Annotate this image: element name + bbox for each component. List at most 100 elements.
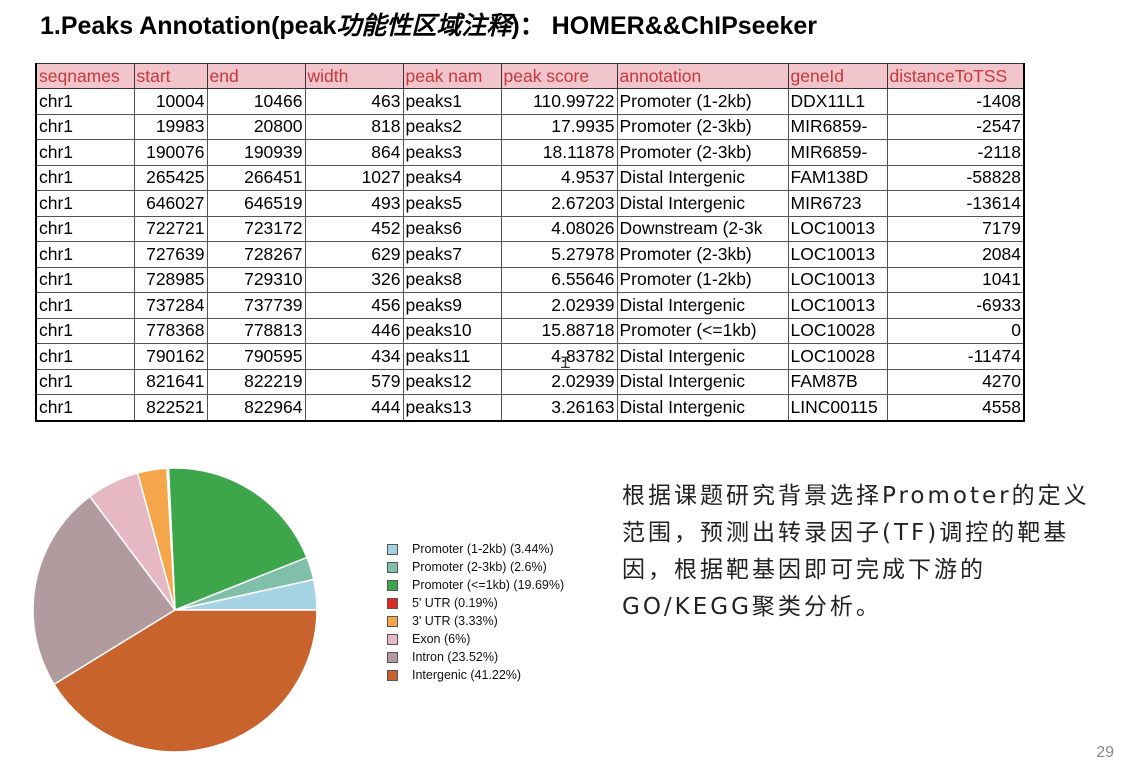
legend-label: Exon (6%) — [412, 632, 471, 646]
table-row: chr1 722721 723172 452 peaks6 4.08026 Downstre… — [35, 215, 1025, 242]
table-cell: 1041 — [886, 266, 1025, 293]
column-header: distanceToTSS — [886, 63, 1025, 89]
table-row: chr1 737284 737739 456 peaks9 2.02939 Distal I… — [35, 292, 1025, 319]
table-cell: 4.08026 — [500, 215, 618, 242]
page-number: 29 — [1096, 744, 1114, 761]
table-cell: 822964 — [206, 394, 306, 422]
table-cell: 19983 — [133, 113, 208, 140]
table-cell: peaks9 — [402, 292, 502, 319]
table-cell: MIR6859- — [787, 139, 888, 166]
column-header: start — [133, 63, 208, 89]
table-cell: 790595 — [206, 343, 306, 370]
table-cell: 4.9537 — [500, 164, 618, 191]
table-cell: chr1 — [35, 292, 135, 319]
legend-label: 5' UTR (0.19%) — [412, 596, 498, 610]
table-cell: 493 — [304, 190, 404, 217]
title-cn: 功能性区域注释 — [336, 11, 512, 40]
table-cell: LOC10028 — [787, 343, 888, 370]
legend-swatch — [387, 615, 398, 627]
table-cell: 818 — [304, 113, 404, 140]
table-cell: 737284 — [133, 292, 208, 319]
table-cell: 463 — [304, 88, 404, 115]
table-cell: chr1 — [35, 215, 135, 242]
table-cell: Distal Intergenic — [616, 190, 789, 217]
table-row: chr1 821641 822219 579 peaks12 2.02939 Distal … — [35, 368, 1025, 395]
text-cursor-icon: Ɪ — [561, 353, 570, 372]
table-cell: LOC10028 — [787, 317, 888, 344]
table-cell: 4270 — [886, 368, 1025, 395]
table-cell: 18.11878 — [500, 139, 618, 166]
legend-label: Promoter (2-3kb) (2.6%) — [412, 560, 547, 574]
legend-label: Intergenic (41.22%) — [412, 668, 522, 682]
table-cell: 727639 — [133, 241, 208, 268]
legend-label: Intron (23.52%) — [412, 650, 499, 664]
table-row: chr1 190076 190939 864 peaks3 18.11878 Promote… — [35, 139, 1025, 166]
slide-note: 根据课题研究背景选择Promoter的定义范围，预测出转录因子(TF)调控的靶基… — [622, 483, 1090, 620]
table-cell: 728267 — [206, 241, 306, 268]
table-row: chr1 822521 822964 444 peaks13 3.26163 Distal … — [35, 394, 1025, 422]
table-cell: chr1 — [35, 113, 135, 140]
table-cell: 822521 — [133, 394, 208, 422]
column-header: end — [206, 63, 306, 89]
table-cell: Promoter (1-2kb) — [616, 266, 789, 293]
table-cell: 728985 — [133, 266, 208, 293]
table-cell: -13614 — [886, 190, 1025, 217]
table-cell: 821641 — [133, 368, 208, 395]
table-cell: 629 — [304, 241, 404, 268]
table-cell: 17.9935 — [500, 113, 618, 140]
title-prefix: 1.Peaks Annotation(peak — [40, 12, 337, 40]
table-cell: 723172 — [206, 215, 306, 242]
table-cell: 737739 — [206, 292, 306, 319]
table-cell: chr1 — [35, 190, 135, 217]
legend-swatch — [387, 579, 398, 591]
table-cell: 4558 — [886, 394, 1025, 422]
column-header: seqnames — [35, 63, 135, 89]
table-cell: 15.88718 — [500, 317, 618, 344]
table-cell: 864 — [304, 139, 404, 166]
table-cell: DDX11L1 — [787, 88, 888, 115]
legend-label: 3' UTR (3.33%) — [412, 614, 498, 628]
table-row: chr1 727639 728267 629 peaks7 5.27978 Promoter… — [35, 241, 1025, 268]
legend-swatch — [387, 633, 398, 645]
table-cell: MIR6859- — [787, 113, 888, 140]
table-cell: chr1 — [35, 164, 135, 191]
table-header-row: seqnames start end width peak nam peak score a… — [35, 63, 1025, 89]
table-cell: 452 — [304, 215, 404, 242]
table-cell: Distal Intergenic — [616, 368, 789, 395]
table-row: chr1 778368 778813 446 peaks10 15.88718 Promot… — [35, 317, 1025, 344]
table-cell: 1027 — [304, 164, 404, 191]
table-cell: chr1 — [35, 368, 135, 395]
table-row: chr1 728985 729310 326 peaks8 6.55646 Promoter… — [35, 266, 1025, 293]
table-cell: 456 — [304, 292, 404, 319]
legend-swatch — [387, 597, 398, 609]
table-cell: 822219 — [206, 368, 306, 395]
table-cell: 2.02939 — [500, 292, 618, 319]
legend-item: Promoter (<=1kb) (19.69%) — [387, 576, 564, 594]
table-cell: Distal Intergenic — [616, 164, 789, 191]
table-cell: 265425 — [133, 164, 208, 191]
table-cell: LOC10013 — [787, 266, 888, 293]
table-cell: -2547 — [886, 113, 1025, 140]
table-cell: chr1 — [35, 394, 135, 422]
table-cell: 579 — [304, 368, 404, 395]
table-cell: Promoter (1-2kb) — [616, 88, 789, 115]
table-cell: peaks3 — [402, 139, 502, 166]
table-cell: Distal Intergenic — [616, 394, 789, 422]
table-cell: 646027 — [133, 190, 208, 217]
table-cell: 790162 — [133, 343, 208, 370]
table-cell: 646519 — [206, 190, 306, 217]
table-cell: 110.99722 — [500, 88, 618, 115]
table-cell: 2.02939 — [500, 368, 618, 395]
table-cell: -1408 — [886, 88, 1025, 115]
column-header: geneId — [787, 63, 888, 89]
table-cell: chr1 — [35, 266, 135, 293]
table-cell: peaks8 — [402, 266, 502, 293]
pie-slice — [32, 495, 177, 686]
table-cell: 722721 — [133, 215, 208, 242]
table-cell: FAM138D — [787, 164, 888, 191]
table-cell: LOC10013 — [787, 292, 888, 319]
table-cell: 5.27978 — [500, 241, 618, 268]
pie-slice — [53, 609, 318, 753]
table-cell: 3.26163 — [500, 394, 618, 422]
table-row: chr1 790162 790595 434 peaks11 4.83782 Distal … — [35, 343, 1025, 370]
